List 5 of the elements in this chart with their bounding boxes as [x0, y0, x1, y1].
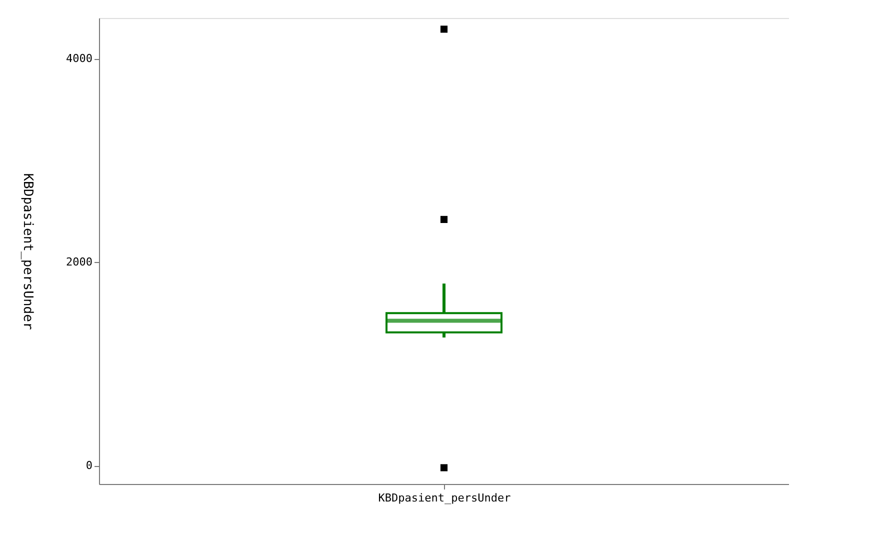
y-tick-label: 4000: [66, 52, 92, 66]
x-axis-title: KBDpasient_persUnder: [378, 492, 512, 504]
y-axis-title: KBDpasient_persUnder: [20, 173, 36, 330]
y-tick-label: 0: [86, 459, 92, 472]
y-tick-label: 2000: [66, 256, 92, 269]
